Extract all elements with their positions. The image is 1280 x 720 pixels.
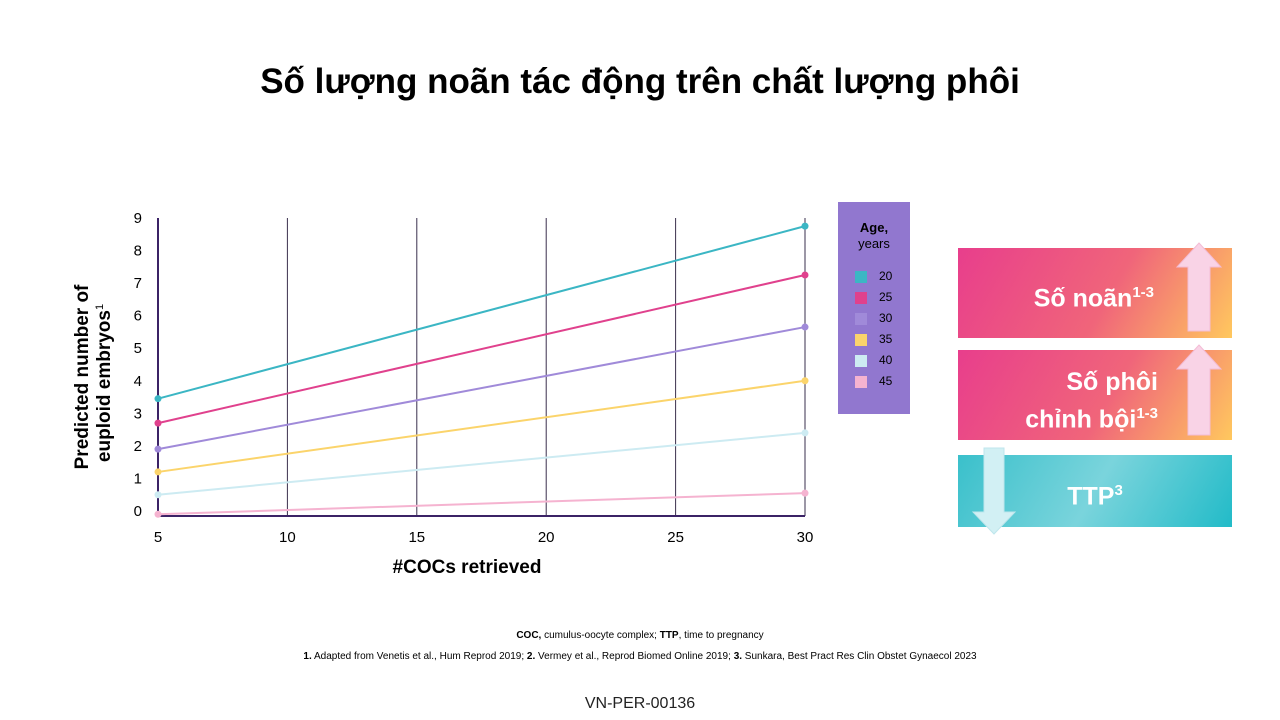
y-tick-9: 9: [134, 210, 142, 227]
series-line-20: [157, 225, 806, 400]
legend-title: Age, years: [858, 220, 890, 251]
x-axis-title: #COCs retrieved: [393, 557, 542, 578]
series-line-35: [157, 379, 806, 473]
legend-swatch-35: [855, 333, 867, 346]
oocytes-label: Số noãn: [1033, 284, 1133, 313]
series-20: [154, 222, 809, 403]
y-axis-title-ref: 1: [94, 304, 106, 310]
x-tick-25: 25: [667, 529, 684, 546]
series-25: [154, 271, 809, 427]
ttp-ref: 3: [1114, 482, 1123, 499]
ttp-label: TTP: [1067, 482, 1115, 511]
point-30-30: [801, 323, 809, 331]
document-code: VN-PER-00136: [584, 695, 696, 712]
point-35-5: [154, 468, 162, 476]
legend-swatch-40: [855, 354, 867, 367]
y-tick-labels: 0 1 2 3 4 5 6 7 8 9: [134, 210, 142, 520]
legend: Age, years 20 25 30 35 40 45: [838, 202, 910, 414]
legend-swatch-20: [855, 270, 867, 283]
y-tick-8: 8: [134, 243, 142, 260]
y-axis-title-line1: Predicted number of: [72, 284, 93, 469]
euploid-ref: 1-3: [1136, 405, 1158, 422]
series-line-25: [157, 273, 806, 425]
legend-item-45: 45: [855, 374, 892, 388]
y-axis-title: Predicted number of euploid embryos1: [72, 284, 115, 469]
legend-label-35: 35: [879, 332, 893, 346]
y-tick-3: 3: [134, 405, 142, 422]
axes: [157, 218, 805, 517]
y-tick-5: 5: [134, 340, 142, 357]
legend-swatch-45: [855, 375, 867, 388]
point-40-30: [801, 429, 809, 437]
legend-label-25: 25: [879, 290, 893, 304]
series-35: [154, 377, 809, 476]
oocytes-ref: 1-3: [1132, 284, 1154, 301]
y-tick-6: 6: [134, 308, 142, 325]
point-45-30: [801, 489, 809, 497]
legend-label-40: 40: [879, 353, 893, 367]
series-line-45: [157, 492, 806, 516]
series-30: [154, 323, 809, 453]
euploid-label-line1: Số phôi: [1066, 368, 1158, 396]
x-tick-labels: 5 10 15 20 25 30: [154, 529, 814, 546]
legend-label-45: 45: [879, 374, 893, 388]
y-tick-7: 7: [134, 275, 142, 292]
series-line-40: [157, 431, 806, 496]
x-tick-20: 20: [538, 529, 555, 546]
point-30-5: [154, 445, 162, 453]
svg-text:euploid embryos1: euploid embryos1: [94, 304, 115, 462]
series-45: [154, 489, 809, 518]
series-lines: [154, 222, 809, 518]
point-45-5: [154, 510, 162, 518]
y-tick-1: 1: [134, 470, 142, 487]
legend-item-35: 35: [855, 332, 892, 346]
legend-item-25: 25: [855, 290, 892, 304]
point-25-30: [801, 271, 809, 279]
euploid-embryos-box: Số phôi chỉnh bội1-3: [958, 350, 1232, 440]
up-arrow-icon: [1175, 242, 1223, 332]
y-tick-4: 4: [134, 373, 142, 390]
series-40: [154, 429, 809, 499]
legend-item-30: 30: [855, 311, 892, 325]
x-tick-10: 10: [279, 529, 296, 546]
grid-lines: [286, 218, 806, 516]
point-35-30: [801, 377, 809, 385]
up-arrow-icon: [1175, 344, 1223, 436]
x-tick-5: 5: [154, 529, 162, 546]
x-tick-30: 30: [797, 529, 814, 546]
line-chart: 5 10 15 20 25 30 0 1 2 3 4 5 6 7 8 9 #COCs retrieved P…: [72, 210, 814, 578]
legend-item-40: 40: [855, 353, 892, 367]
legend-swatch-25: [855, 291, 867, 304]
legend-label-20: 20: [879, 269, 893, 283]
page-title: Số lượng noãn tác động trên chất lượng p…: [260, 62, 1020, 101]
point-40-5: [154, 491, 162, 499]
legend-swatch-30: [855, 312, 867, 325]
x-tick-15: 15: [408, 529, 425, 546]
y-axis-title-line2: euploid embryos: [94, 310, 115, 462]
legend-item-20: 20: [855, 269, 892, 283]
abbreviations: COC, cumulus-oocyte complex; TTP, time t…: [516, 630, 764, 641]
point-20-5: [154, 395, 162, 403]
point-20-30: [801, 222, 809, 230]
references: 1. Adapted from Venetis et al., Hum Repr…: [303, 651, 977, 662]
down-arrow-icon: [971, 447, 1017, 535]
y-tick-2: 2: [134, 438, 142, 455]
euploid-label-line2: chỉnh bội: [1025, 405, 1137, 434]
point-25-5: [154, 419, 162, 427]
series-line-30: [157, 326, 806, 451]
y-tick-0: 0: [134, 503, 142, 520]
legend-label-30: 30: [879, 311, 893, 325]
footnotes: COC, cumulus-oocyte complex; TTP, time t…: [0, 630, 1280, 672]
